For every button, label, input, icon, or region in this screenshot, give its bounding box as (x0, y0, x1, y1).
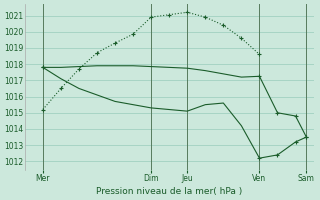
X-axis label: Pression niveau de la mer( hPa ): Pression niveau de la mer( hPa ) (96, 187, 242, 196)
